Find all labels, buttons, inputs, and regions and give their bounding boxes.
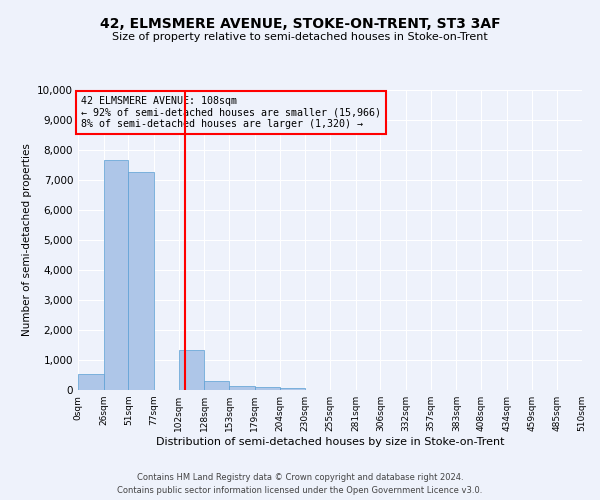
Bar [179, 350, 205, 390]
Text: 42 ELMSMERE AVENUE: 108sqm
← 92% of semi-detached houses are smaller (15,966)
8%: 42 ELMSMERE AVENUE: 108sqm ← 92% of semi… [80, 96, 380, 129]
X-axis label: Distribution of semi-detached houses by size in Stoke-on-Trent: Distribution of semi-detached houses by … [156, 437, 504, 447]
Bar [229, 386, 255, 390]
Text: Contains HM Land Registry data © Crown copyright and database right 2024.
Contai: Contains HM Land Registry data © Crown c… [118, 474, 482, 495]
Bar [280, 388, 305, 390]
Bar [78, 374, 104, 390]
Y-axis label: Number of semi-detached properties: Number of semi-detached properties [22, 144, 32, 336]
Bar [104, 160, 128, 390]
Bar [255, 387, 280, 390]
Text: Size of property relative to semi-detached houses in Stoke-on-Trent: Size of property relative to semi-detach… [112, 32, 488, 42]
Bar [205, 381, 229, 390]
Bar [128, 172, 154, 390]
Text: 42, ELMSMERE AVENUE, STOKE-ON-TRENT, ST3 3AF: 42, ELMSMERE AVENUE, STOKE-ON-TRENT, ST3… [100, 18, 500, 32]
